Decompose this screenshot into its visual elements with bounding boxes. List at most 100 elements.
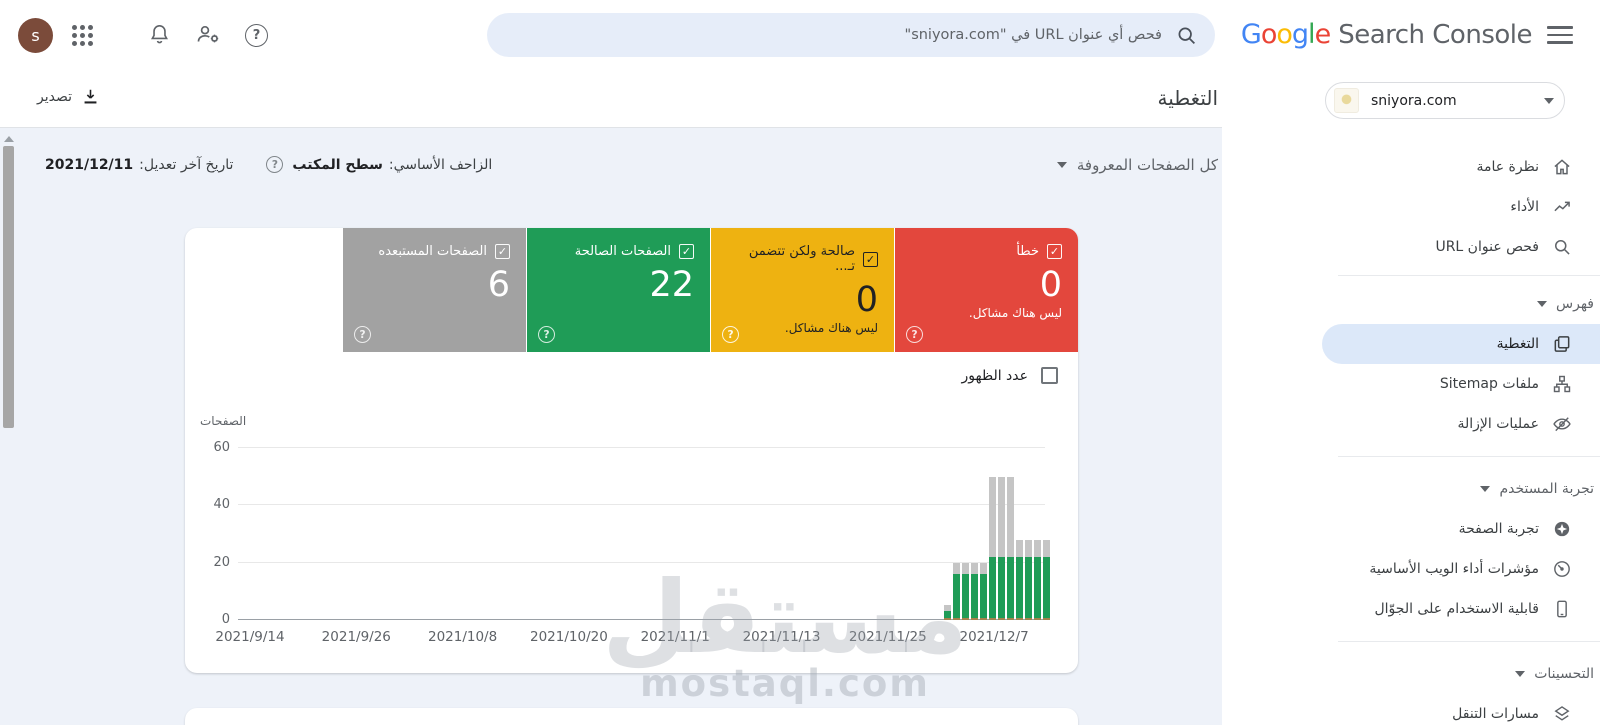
- help-icon[interactable]: ?: [906, 326, 923, 343]
- url-inspection-search-input[interactable]: فحص أي عنوان URL في "sniyora.com": [487, 13, 1215, 57]
- stacked-bar: [1034, 540, 1041, 620]
- chevron-down-icon: [1537, 301, 1548, 307]
- valid-pages-card[interactable]: ✓ الصفحات الصالحة 22 ?: [527, 228, 710, 352]
- gridline: [238, 504, 1045, 506]
- scrollbar-thumb[interactable]: [3, 146, 14, 428]
- warning-count: 0: [855, 280, 878, 320]
- sidebar-section-experience[interactable]: تجربة المستخدم: [1222, 469, 1600, 509]
- chart-plot: 0 20 40 60 2021/9/14 2021/9/26 2021/10/8 2021/1…: [213, 440, 1050, 645]
- help-icon[interactable]: ?: [538, 326, 555, 343]
- sidebar: sniyora.com نظرة عامة الأداء فحص: [1222, 70, 1600, 725]
- page-scope-dropdown[interactable]: كل الصفحات المعروفة: [1056, 156, 1218, 174]
- chevron-down-icon: [1544, 97, 1554, 104]
- menu-hamburger-icon[interactable]: [1547, 26, 1573, 44]
- notifications-bell-icon[interactable]: [148, 22, 171, 46]
- help-icon[interactable]: ?: [354, 326, 371, 343]
- crawler-info: الزاحف الأساسي: سطح المكتب ? تاريخ آخر ت…: [45, 156, 493, 173]
- sidebar-item-page-experience[interactable]: تجربة الصفحة: [1222, 509, 1600, 549]
- property-name: sniyora.com: [1371, 92, 1457, 109]
- stacked-bar: [1043, 540, 1050, 620]
- user-avatar[interactable]: s: [18, 18, 53, 53]
- x-tick-label: 2021/11/1: [640, 629, 710, 645]
- error-card[interactable]: ✓ خطأ 0 ليس هناك مشاكل. ?: [895, 228, 1078, 352]
- stacked-bar: [998, 477, 1005, 620]
- checkbox-checked-icon[interactable]: ✓: [863, 251, 878, 267]
- checkbox-checked-icon[interactable]: ✓: [495, 244, 510, 259]
- y-tick-label: 40: [213, 497, 230, 513]
- sidebar-item-overview[interactable]: نظرة عامة: [1222, 147, 1600, 187]
- sidebar-item-removals[interactable]: عمليات الإزالة: [1222, 404, 1600, 444]
- stacked-bar: [1007, 477, 1014, 620]
- sidebar-item-performance[interactable]: الأداء: [1222, 187, 1600, 227]
- search-placeholder: فحص أي عنوان URL في "sniyora.com": [904, 27, 1162, 43]
- chevron-down-icon: [1515, 671, 1526, 677]
- x-tick-label: 2021/11/25: [848, 629, 927, 645]
- x-tick-label: 2021/10/20: [529, 629, 608, 645]
- x-tick-label: 2021/9/26: [321, 629, 391, 645]
- stacked-bar: [953, 563, 960, 620]
- property-selector[interactable]: sniyora.com: [1325, 82, 1565, 119]
- mobile-phone-icon: [1552, 599, 1572, 619]
- stacked-bar: [1025, 540, 1032, 620]
- search-icon: [1176, 25, 1197, 46]
- sidebar-divider: [1338, 456, 1600, 457]
- sidebar-item-breadcrumbs[interactable]: مسارات التنقل: [1222, 694, 1600, 725]
- sidebar-section-enhancements[interactable]: التحسينات: [1222, 654, 1600, 694]
- sidebar-item-core-web-vitals[interactable]: مؤشرات أداء الويب الأساسية: [1222, 549, 1600, 589]
- y-tick-label: 0: [221, 612, 230, 627]
- magnifier-icon: [1552, 237, 1572, 257]
- main-content: التغطية تصدير كل الصفحات المعروفة الزاحف…: [0, 70, 1222, 725]
- scroll-up-arrow-icon[interactable]: [3, 136, 14, 142]
- help-icon[interactable]: ?: [722, 326, 739, 343]
- vertical-scrollbar[interactable]: [0, 132, 17, 512]
- sidebar-item-mobile-usability[interactable]: قابلية الاستخدام على الجوّال: [1222, 589, 1600, 629]
- gridline: [238, 619, 1045, 620]
- x-tick-label: 2021/11/13: [742, 629, 821, 645]
- y-tick-label: 20: [213, 554, 230, 570]
- excluded-pages-card[interactable]: ✓ الصفحات المستبعده 6 ?: [343, 228, 526, 352]
- sidebar-section-index[interactable]: فهرس: [1222, 284, 1600, 324]
- export-button[interactable]: تصدير: [37, 87, 100, 106]
- x-tick-label: 2021/12/7: [959, 629, 1029, 645]
- download-icon: [81, 87, 100, 106]
- stacked-bar: [980, 563, 987, 620]
- sidebar-divider: [1338, 641, 1600, 642]
- help-icon[interactable]: ?: [245, 24, 268, 47]
- google-apps-icon[interactable]: [72, 25, 93, 46]
- property-favicon: [1334, 88, 1359, 113]
- stacked-bar: [944, 605, 951, 620]
- sidebar-item-sitemaps[interactable]: ملفات Sitemap: [1222, 364, 1600, 404]
- checkbox-unchecked-icon[interactable]: [1041, 367, 1058, 384]
- bar-group: [944, 477, 1050, 620]
- sitemap-icon: [1552, 374, 1572, 394]
- home-icon: [1552, 157, 1572, 177]
- main-header: التغطية تصدير: [0, 70, 1222, 128]
- excluded-count: 6: [487, 265, 510, 305]
- search-console-logo: Google Search Console: [1240, 19, 1533, 50]
- sidebar-item-url-inspection[interactable]: فحص عنوان URL: [1222, 227, 1600, 267]
- valid-with-warnings-card[interactable]: ✓ صالحة ولكن تتضمن تـ... 0 ليس هناك مشاك…: [711, 228, 894, 352]
- sidebar-divider: [1338, 275, 1600, 276]
- y-axis-label: الصفحات: [200, 414, 247, 428]
- error-count: 0: [1039, 265, 1062, 305]
- breadcrumbs-layers-icon: [1552, 704, 1572, 724]
- coverage-card: ✓ خطأ 0 ليس هناك مشاكل. ? ✓ صالحة ولكن ت…: [185, 228, 1078, 673]
- top-app-bar: s ? فحص أي عنوان URL في "sniyora.com" Go…: [0, 0, 1600, 70]
- y-tick-label: 60: [213, 440, 230, 455]
- valid-count: 22: [649, 265, 694, 305]
- x-tick-label: 2021/9/14: [215, 629, 285, 645]
- sidebar-item-coverage[interactable]: التغطية: [1222, 324, 1600, 364]
- eye-off-icon: [1552, 414, 1572, 434]
- checkbox-checked-icon[interactable]: ✓: [679, 244, 694, 259]
- manage-users-icon[interactable]: [195, 22, 222, 46]
- help-icon[interactable]: ?: [266, 156, 284, 173]
- performance-chart-icon: [1552, 197, 1572, 217]
- stacked-bar: [971, 563, 978, 620]
- stacked-bar: [989, 477, 996, 620]
- stacked-bar: [962, 563, 969, 620]
- checkbox-checked-icon[interactable]: ✓: [1047, 244, 1062, 259]
- coverage-pages-icon: [1552, 334, 1572, 354]
- impressions-toggle[interactable]: عدد الظهور: [962, 367, 1058, 384]
- gridline: [238, 561, 1045, 563]
- speedometer-icon: [1552, 559, 1572, 579]
